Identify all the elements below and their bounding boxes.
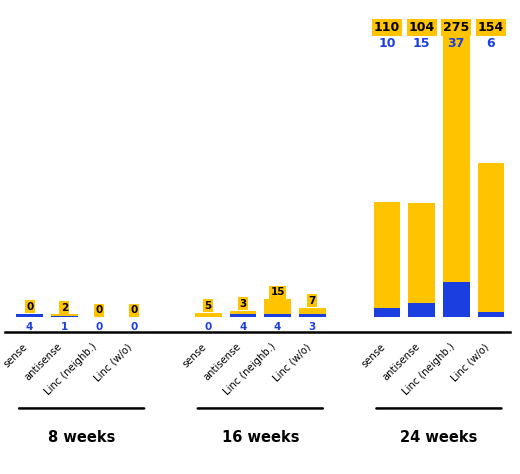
Bar [477, 311, 504, 318]
Bar [264, 313, 291, 318]
Text: 16 weeks: 16 weeks [222, 430, 299, 446]
Bar [16, 313, 43, 318]
Text: 1: 1 [61, 322, 68, 332]
Bar [477, 164, 504, 311]
Bar [299, 308, 326, 314]
Text: 0: 0 [130, 322, 137, 332]
Text: 0: 0 [130, 305, 137, 315]
Bar [51, 317, 77, 318]
Bar [443, 282, 470, 318]
Text: 3: 3 [239, 299, 246, 309]
Text: 24 weeks: 24 weeks [400, 430, 478, 446]
Text: 154: 154 [478, 21, 504, 34]
Text: 2: 2 [61, 302, 68, 312]
Bar [373, 308, 400, 318]
Bar [51, 314, 77, 317]
Bar [230, 313, 256, 318]
Text: 8 weeks: 8 weeks [48, 430, 115, 446]
Bar [408, 203, 435, 303]
Text: 10: 10 [378, 37, 396, 50]
Bar [230, 310, 256, 313]
Text: 15: 15 [270, 287, 285, 297]
Text: 37: 37 [448, 37, 465, 50]
Text: 3: 3 [309, 322, 316, 332]
Text: 275: 275 [443, 21, 470, 34]
Bar [408, 303, 435, 318]
Text: 4: 4 [239, 322, 246, 332]
Text: 15: 15 [413, 37, 431, 50]
Text: 6: 6 [487, 37, 495, 50]
Text: 0: 0 [95, 305, 102, 315]
Text: 4: 4 [274, 322, 281, 332]
Text: 0: 0 [95, 322, 102, 332]
Bar [443, 17, 470, 282]
Text: 5: 5 [205, 301, 212, 310]
Bar [195, 312, 222, 318]
Bar [299, 314, 326, 318]
Bar [373, 202, 400, 308]
Text: 104: 104 [409, 21, 435, 34]
Text: 0: 0 [205, 322, 212, 332]
Text: 0: 0 [26, 301, 33, 311]
Bar [264, 299, 291, 313]
Text: 110: 110 [374, 21, 400, 34]
Text: 4: 4 [26, 322, 33, 332]
Text: 7: 7 [308, 296, 316, 306]
